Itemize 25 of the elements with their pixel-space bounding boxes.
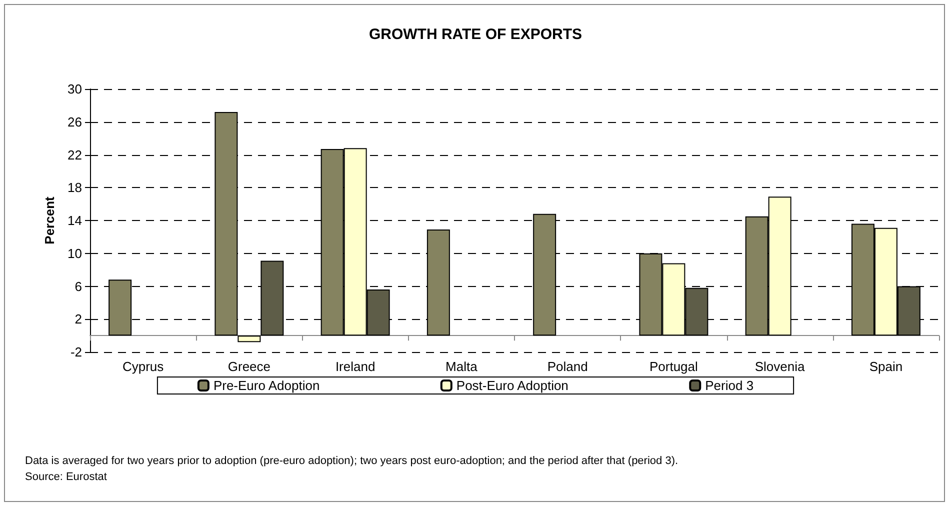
y-tick-label: 30 [68, 82, 82, 96]
y-tick-label: 14 [68, 213, 82, 228]
x-tick-label: Greece [228, 359, 271, 374]
y-axis-title: Percent [42, 196, 57, 244]
y-tick-label: 2 [74, 312, 82, 327]
y-tick-label: 10 [68, 246, 82, 261]
bar [238, 336, 261, 342]
x-tick-label: Spain [869, 359, 903, 374]
y-tick-label: 6 [74, 278, 82, 294]
x-tick-label: Portugal [649, 359, 698, 374]
x-tick-label: Slovenia [754, 359, 806, 374]
y-tick-label: 26 [68, 114, 82, 130]
x-tick-label: Malta [446, 359, 478, 374]
legend-label: Pre-Euro Adoption [213, 378, 320, 393]
source-note: Source: Eurostat [25, 470, 108, 485]
x-tick-label: Ireland [335, 359, 376, 374]
y-tick-label: 22 [68, 147, 82, 162]
x-tick-label: Cyprus [122, 359, 164, 374]
legend-label: Post-Euro Adoption [456, 378, 568, 393]
chart-title: GROWTH RATE OF EXPORTS [368, 26, 582, 43]
x-tick-label: Poland [547, 359, 588, 374]
y-tick-label: 18 [68, 180, 82, 196]
y-tick-label: -2 [70, 344, 82, 360]
legend-label: Period 3 [705, 378, 754, 393]
text: Data is averaged for two years prior to adoption (pre-euro adoption); two years post euro-adoption; and the period after that (period 3). [25, 454, 678, 469]
